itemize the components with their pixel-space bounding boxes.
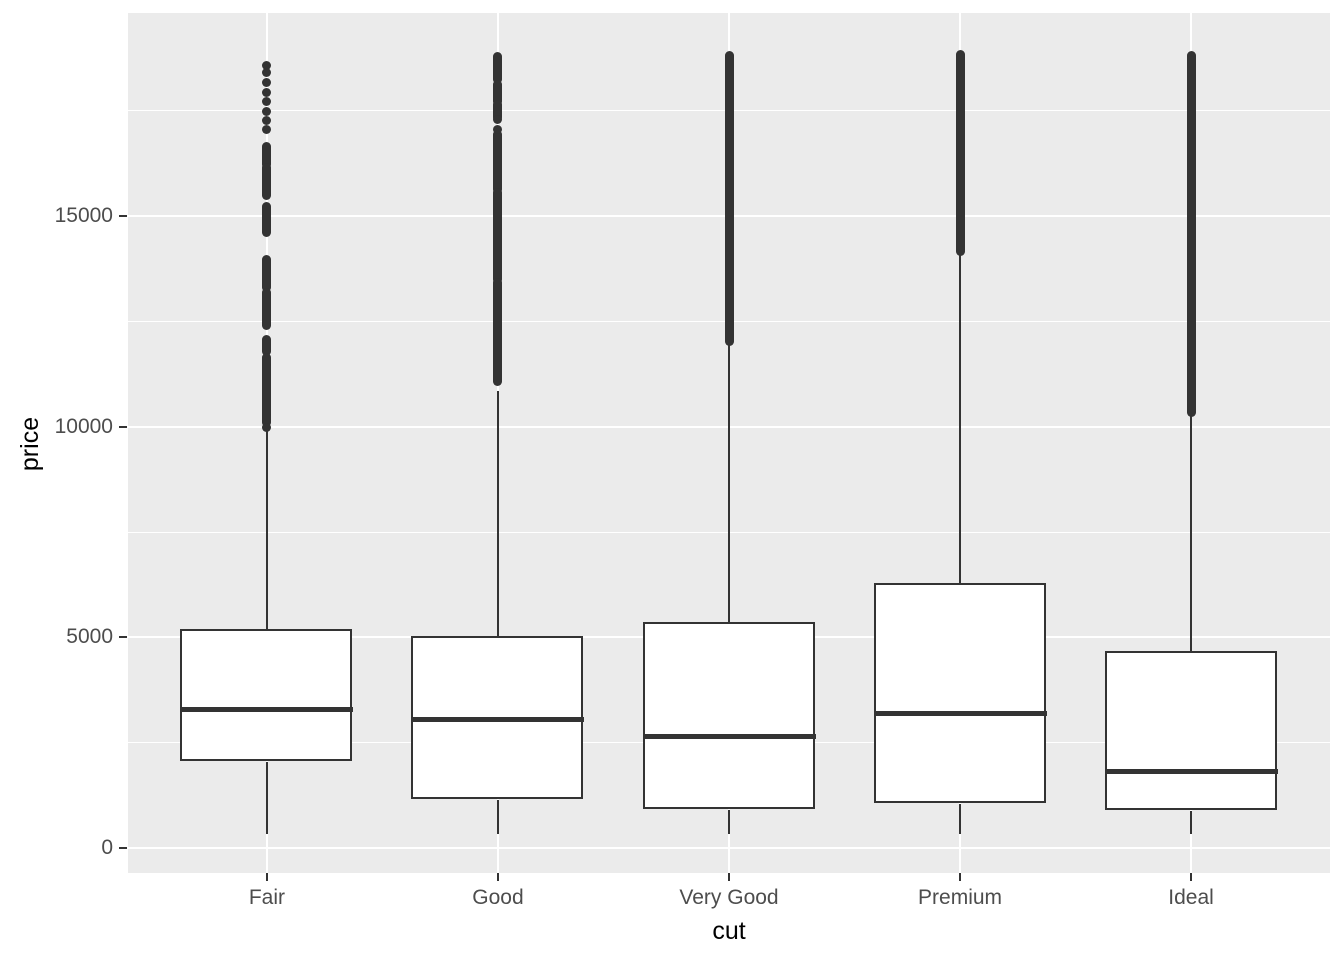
boxplot-box	[873, 582, 1046, 803]
median-line	[873, 711, 1047, 717]
x-axis-title: cut	[712, 917, 746, 945]
median-line	[1104, 769, 1278, 775]
outlier-dot	[262, 60, 272, 70]
outlier-band	[493, 278, 503, 387]
x-tick-mark	[496, 873, 499, 881]
outlier-dot	[262, 78, 272, 88]
lower-whisker	[727, 809, 731, 834]
outlier-band	[493, 130, 503, 195]
lower-whisker	[958, 803, 962, 835]
x-tick-label: Ideal	[1168, 886, 1214, 909]
outlier-band	[493, 80, 503, 107]
y-tick-mark	[119, 847, 127, 849]
outlier-band	[493, 100, 503, 123]
x-tick-label: Fair	[248, 886, 285, 909]
lower-whisker	[496, 799, 500, 835]
upper-whisker	[727, 341, 731, 622]
median-line	[642, 733, 816, 739]
outlier-band	[262, 163, 272, 201]
outlier-band	[493, 51, 503, 85]
upper-whisker	[265, 429, 269, 629]
outlier-band	[262, 202, 272, 238]
outlier-band	[1186, 51, 1196, 418]
x-tick-mark	[265, 873, 268, 881]
outlier-dot	[262, 97, 272, 107]
lower-whisker	[265, 761, 269, 834]
outlier-band	[262, 288, 272, 331]
outlier-band	[262, 142, 272, 170]
y-tick-label: 0	[101, 836, 113, 859]
outlier-band	[724, 50, 734, 346]
outlier-band	[955, 50, 965, 257]
upper-whisker	[958, 251, 962, 583]
x-tick-mark	[1190, 873, 1193, 881]
outlier-dot	[262, 88, 272, 98]
outlier-dot	[262, 107, 272, 117]
outlier-dot	[262, 423, 272, 433]
outlier-band	[493, 188, 503, 285]
boxplot-box	[1104, 650, 1277, 810]
outlier-dot	[493, 115, 503, 125]
lower-whisker	[1189, 811, 1193, 835]
y-tick-mark	[119, 425, 127, 428]
median-line	[411, 716, 585, 722]
outlier-dot	[262, 116, 272, 126]
boxplot-box	[642, 621, 815, 809]
outlier-dot	[262, 68, 272, 78]
x-tick-mark	[728, 873, 730, 881]
y-tick-label: 10000	[54, 414, 113, 438]
x-tick-mark	[959, 873, 962, 881]
x-tick-label: Premium	[918, 886, 1003, 909]
outlier-dot	[493, 125, 503, 135]
y-tick-mark	[119, 636, 127, 639]
outlier-dot	[262, 125, 272, 135]
y-tick-mark	[119, 215, 127, 217]
boxplot-box	[180, 628, 353, 761]
x-tick-label: Good	[472, 886, 524, 909]
median-line	[180, 707, 354, 713]
upper-whisker	[496, 391, 500, 637]
x-tick-label: Very Good	[679, 886, 779, 909]
y-tick-label: 5000	[66, 625, 113, 649]
outlier-band	[262, 335, 272, 357]
y-tick-label: 15000	[54, 204, 113, 227]
outlier-band	[262, 255, 272, 293]
outlier-band	[262, 353, 272, 428]
upper-whisker	[1189, 411, 1193, 651]
